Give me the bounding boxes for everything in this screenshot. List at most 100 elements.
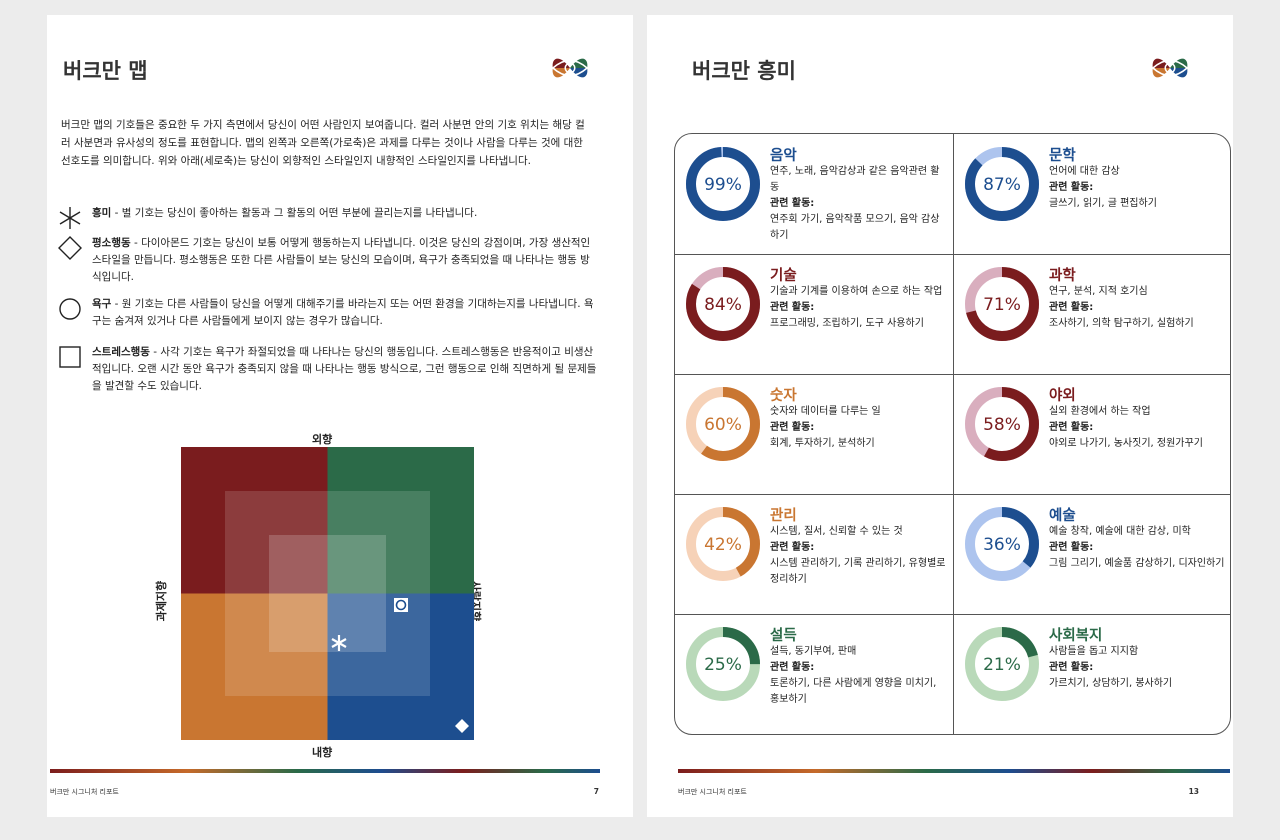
interest-cell: 71% 과학 연구, 분석, 지적 호기심 관련 활동: 조사하기, 의학 탐구하기, … <box>954 254 1230 374</box>
grid-divider <box>675 374 1230 375</box>
donut-value-arc <box>965 507 1039 581</box>
donut-value-arc <box>686 387 760 461</box>
related-activities-label: 관련 활동: <box>1049 302 1094 313</box>
interest-description: 연주, 노래, 음악감상과 같은 음악관련 활동 <box>770 166 940 193</box>
square-icon <box>59 346 81 368</box>
donut-percent-label: 36% <box>983 535 1021 555</box>
related-activities-label: 관련 활동: <box>770 198 815 209</box>
interest-donut-chart: 71% <box>965 267 1039 341</box>
related-activities-label: 관련 활동: <box>770 662 815 673</box>
interest-donut-chart: 99% <box>686 147 760 221</box>
interest-description-block: 시스템, 질서, 신뢰할 수 있는 것 관련 활동: 시스템 관리하기, 기록 관리… <box>770 524 948 588</box>
map-quadrant-blue <box>327 593 474 740</box>
related-activities-label: 관련 활동: <box>1049 182 1094 193</box>
legend-desc: - 다이아몬드 기호는 당신이 보통 어떻게 행동하는지 나타냅니다. 이것은 … <box>92 237 591 283</box>
interest-donut-chart: 58% <box>965 387 1039 461</box>
footer-stripe <box>678 769 1230 773</box>
donut-percent-label: 84% <box>704 295 742 315</box>
related-activities: 야외로 나가기, 농사짓기, 정원가꾸기 <box>1049 438 1203 449</box>
interest-description-block: 설득, 동기부여, 판매 관련 활동: 토론하기, 다른 사람에게 영향을 미치기,… <box>770 644 948 708</box>
map-needs-circle-icon <box>394 598 408 612</box>
donut-percent-label: 71% <box>983 295 1021 315</box>
related-activities: 시스템 관리하기, 기록 관리하기, 유형별로 정리하기 <box>770 558 946 585</box>
interest-name: 기술 <box>770 268 797 284</box>
interest-name: 과학 <box>1049 268 1076 284</box>
grid-divider <box>675 254 1230 255</box>
donut-value-arc <box>686 627 760 701</box>
interest-description: 시스템, 질서, 신뢰할 수 있는 것 <box>770 526 903 537</box>
legend-desc: - 사각 기호는 욕구가 좌절되었을 때 나타나는 당신의 행동입니다. 스트레… <box>92 346 597 392</box>
grid-divider <box>675 614 1230 615</box>
star-icon <box>59 207 81 229</box>
interest-donut-chart: 84% <box>686 267 760 341</box>
grid-divider <box>953 134 954 734</box>
interest-description: 기술과 기계를 이용하여 손으로 하는 작업 <box>770 286 943 297</box>
related-activities: 회계, 투자하기, 분석하기 <box>770 438 875 449</box>
legend-term: 욕구 <box>92 298 112 310</box>
interest-donut-chart: 36% <box>965 507 1039 581</box>
interest-donut-chart: 87% <box>965 147 1039 221</box>
interest-description: 실외 환경에서 하는 작업 <box>1049 406 1151 417</box>
interest-name: 음악 <box>770 148 797 164</box>
interest-donut-chart: 42% <box>686 507 760 581</box>
page-birkman-map: 버크만 맵 버크만 맵의 기호들은 중요한 두 가지 측면에서 당신이 어떤 사… <box>47 15 633 817</box>
map-usual-diamond-icon <box>455 719 469 733</box>
map-quadrant-orange <box>181 593 328 740</box>
footer-title: 버크만 시그니처 리포트 <box>50 788 119 796</box>
interest-description-block: 숫자와 데이터를 다루는 일 관련 활동: 회계, 투자하기, 분석하기 <box>770 404 948 452</box>
related-activities-label: 관련 활동: <box>770 302 815 313</box>
related-activities: 가르치기, 상담하기, 봉사하기 <box>1049 678 1173 689</box>
map-quadrant-green <box>327 447 474 594</box>
grid-divider <box>675 494 1230 495</box>
interest-description: 설득, 동기부여, 판매 <box>770 646 857 657</box>
related-activities: 그림 그리기, 예술품 감상하기, 디자인하기 <box>1049 558 1225 569</box>
interest-name: 숫자 <box>770 388 797 404</box>
interest-name: 예술 <box>1049 508 1076 524</box>
donut-value-arc <box>965 267 1039 341</box>
page-birkman-interests: 버크만 흥미 99% 음악 연주, 노래, 음악감상과 같은 음악관련 활동 관련 활… <box>647 15 1233 817</box>
legend-term: 스트레스행동 <box>92 346 150 358</box>
related-activities: 프로그래밍, 조립하기, 도구 사용하기 <box>770 318 924 329</box>
donut-percent-label: 99% <box>704 175 742 195</box>
donut-value-arc <box>686 147 760 221</box>
interest-name: 설득 <box>770 628 797 644</box>
donut-value-arc <box>965 387 1039 461</box>
interest-description-block: 연구, 분석, 지적 호기심 관련 활동: 조사하기, 의학 탐구하기, 실험하기 <box>1049 284 1227 332</box>
interest-description: 사람들을 돕고 지지함 <box>1049 646 1139 657</box>
interest-description: 언어에 대한 감상 <box>1049 166 1120 177</box>
related-activities-label: 관련 활동: <box>1049 662 1094 673</box>
related-activities: 글쓰기, 읽기, 글 편집하기 <box>1049 198 1157 209</box>
interest-donut-chart: 60% <box>686 387 760 461</box>
page-number: 7 <box>593 787 599 796</box>
related-activities: 조사하기, 의학 탐구하기, 실험하기 <box>1049 318 1194 329</box>
donut-value-arc <box>686 507 760 581</box>
donut-percent-label: 25% <box>704 655 742 675</box>
interest-name: 사회복지 <box>1049 628 1103 644</box>
legend-term: 평소행동 <box>92 237 131 249</box>
circle-icon <box>59 298 81 320</box>
related-activities-label: 관련 활동: <box>1049 422 1094 433</box>
legend-term: 흥미 <box>92 207 112 219</box>
birkman-map <box>181 447 474 740</box>
donut-percent-label: 58% <box>983 415 1021 435</box>
footer-stripe <box>50 769 600 773</box>
interest-name: 문학 <box>1049 148 1076 164</box>
interest-cell: 42% 관리 시스템, 질서, 신뢰할 수 있는 것 관련 활동: 시스템 관리하기, … <box>675 494 952 614</box>
related-activities-label: 관련 활동: <box>1049 542 1094 553</box>
donut-percent-label: 87% <box>983 175 1021 195</box>
intro-paragraph: 버크만 맵의 기호들은 중요한 두 가지 측면에서 당신이 어떤 사람인지 보여… <box>61 119 585 167</box>
map-ring-inner <box>269 535 386 652</box>
donut-percent-label: 60% <box>704 415 742 435</box>
interest-description: 예술 창작, 예술에 대한 감상, 미학 <box>1049 526 1191 537</box>
donut-percent-label: 21% <box>983 655 1021 675</box>
interest-name: 야외 <box>1049 388 1076 404</box>
interest-grid: 99% 음악 연주, 노래, 음악감상과 같은 음악관련 활동 관련 활동: 연주회 가… <box>674 133 1231 735</box>
birkman-logo-icon <box>1151 58 1189 78</box>
